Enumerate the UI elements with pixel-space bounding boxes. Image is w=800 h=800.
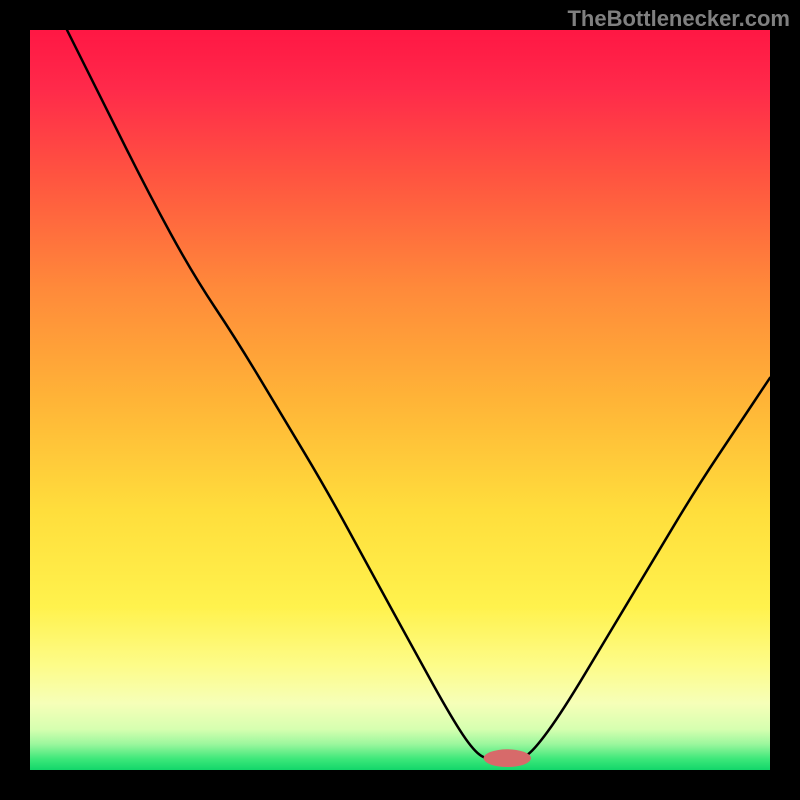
min-marker [484, 749, 531, 767]
bottleneck-chart [0, 0, 800, 800]
gradient-background [30, 30, 770, 770]
watermark-text: TheBottlenecker.com [567, 6, 790, 32]
chart-container: TheBottlenecker.com [0, 0, 800, 800]
